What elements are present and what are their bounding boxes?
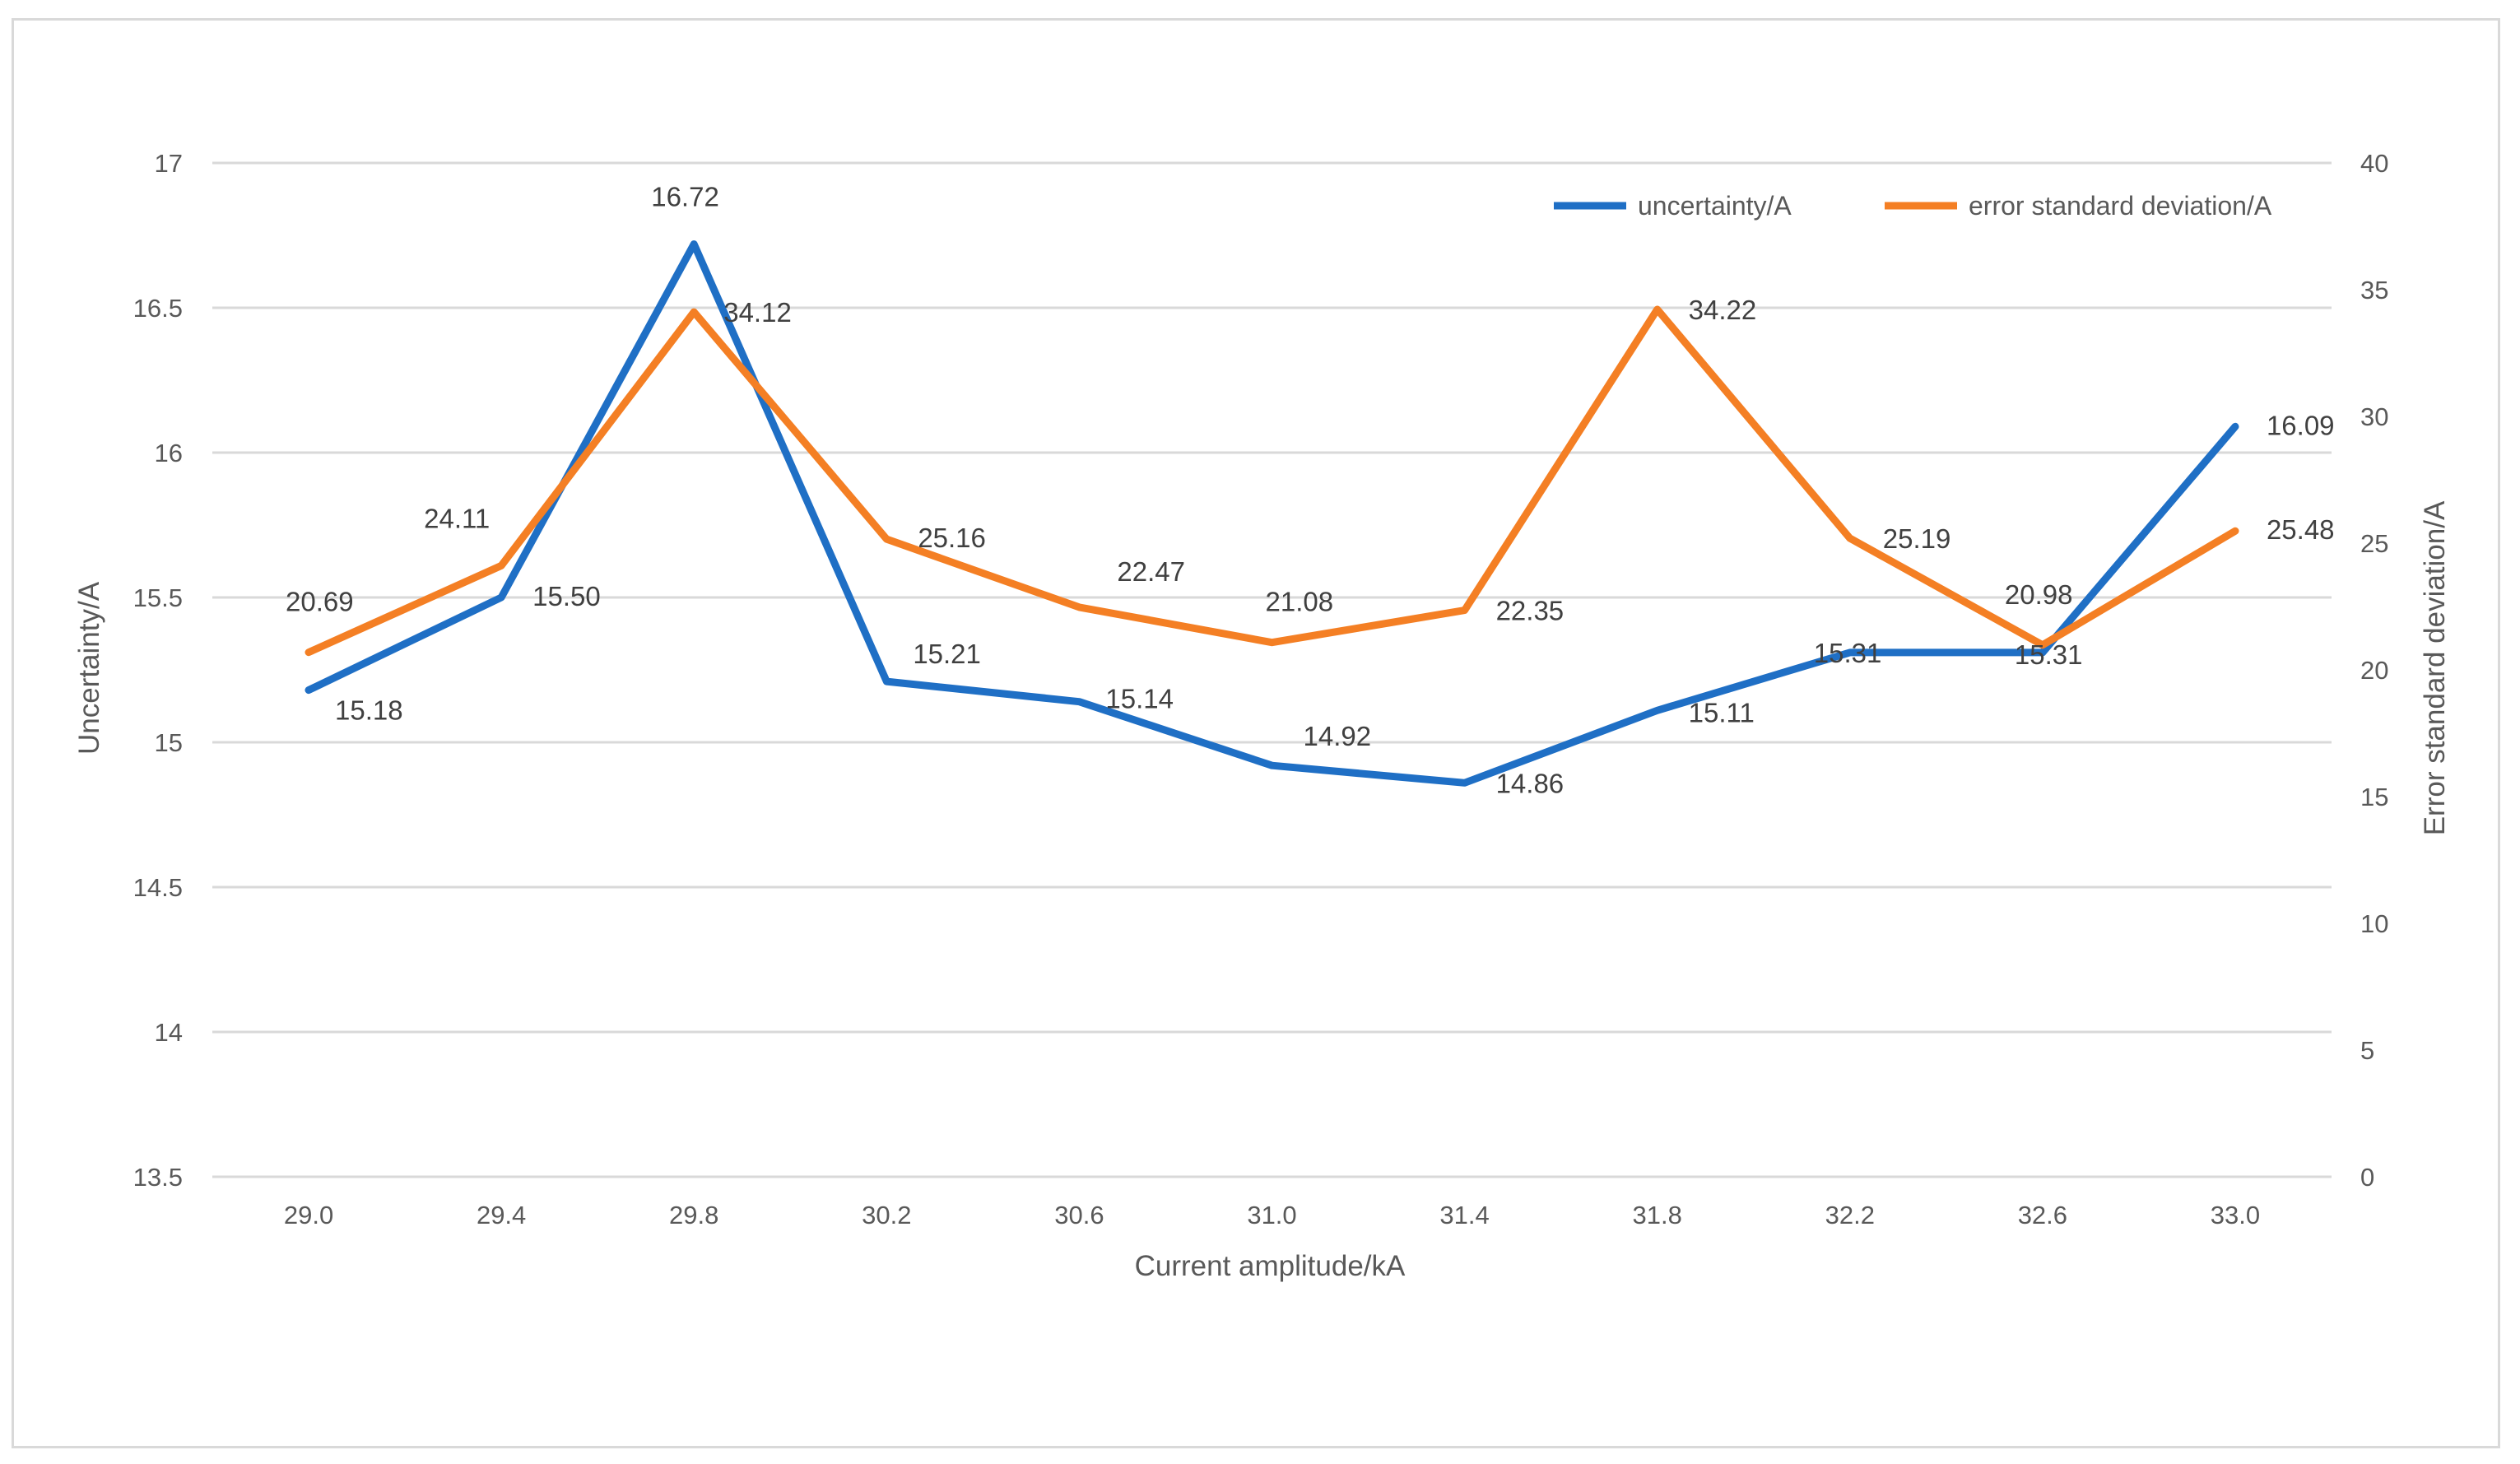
x-axis-title: Current amplitude/kA bbox=[1135, 1250, 1406, 1282]
y2-tick-label: 15 bbox=[2360, 783, 2388, 811]
data-label-uncertainty: 15.11 bbox=[1689, 697, 1755, 727]
data-label-uncertainty: 15.50 bbox=[532, 581, 601, 611]
x-tick-label: 29.0 bbox=[284, 1201, 333, 1229]
data-label-uncertainty: 16.09 bbox=[2267, 410, 2335, 440]
x-tick-label: 32.2 bbox=[1825, 1201, 1875, 1229]
x-tick-label: 29.4 bbox=[477, 1201, 526, 1229]
data-label-error-std: 20.98 bbox=[2005, 579, 2073, 610]
data-label-error-std: 22.35 bbox=[1496, 596, 1565, 626]
y-axis-left-ticks: 13.5 14 14.5 15 15.5 16 16.5 17 bbox=[133, 149, 183, 1192]
y-tick-label: 16.5 bbox=[133, 294, 183, 323]
y2-tick-label: 25 bbox=[2360, 529, 2388, 558]
x-tick-label: 30.6 bbox=[1054, 1201, 1104, 1229]
data-label-error-std: 25.16 bbox=[918, 523, 986, 553]
x-tick-label: 30.2 bbox=[862, 1201, 911, 1229]
x-tick-label: 32.6 bbox=[2018, 1201, 2067, 1229]
data-label-uncertainty: 15.18 bbox=[335, 695, 403, 726]
y2-tick-label: 30 bbox=[2360, 402, 2388, 431]
data-label-error-std: 34.22 bbox=[1689, 295, 1757, 325]
gridlines bbox=[212, 161, 2332, 1178]
y-axis-right-title: Error standard deviation/A bbox=[2419, 500, 2451, 835]
data-label-uncertainty: 15.21 bbox=[913, 639, 981, 669]
y2-tick-label: 40 bbox=[2360, 149, 2388, 178]
y-tick-label: 13.5 bbox=[133, 1163, 183, 1192]
data-label-error-std: 25.19 bbox=[1883, 523, 1951, 554]
data-label-error-std: 34.12 bbox=[723, 297, 792, 328]
y-axis-right-ticks: 0 5 10 15 20 25 30 35 40 bbox=[2360, 149, 2388, 1192]
data-label-uncertainty: 14.92 bbox=[1304, 721, 1372, 751]
x-tick-label: 33.0 bbox=[2211, 1201, 2260, 1229]
series-line-uncertainty bbox=[305, 240, 2239, 787]
legend: uncertainty/A error standard deviation/A bbox=[1554, 191, 2272, 221]
y-tick-label: 15.5 bbox=[133, 583, 183, 612]
x-axis-ticks: 29.0 29.4 29.8 30.2 30.6 31.0 31.4 31.8 32.2 32.6… bbox=[284, 1201, 2260, 1229]
y-axis-left-title: Uncertainty/A bbox=[73, 581, 105, 755]
data-labels: 15.18 15.50 16.72 15.21 15.14 14.92 14.86 15.11… bbox=[286, 182, 2335, 799]
data-label-uncertainty: 15.14 bbox=[1105, 684, 1174, 714]
y-tick-label: 14 bbox=[155, 1018, 183, 1047]
data-label-error-std: 22.47 bbox=[1117, 556, 1185, 587]
x-tick-label: 31.4 bbox=[1439, 1201, 1489, 1229]
y-tick-label: 15 bbox=[155, 728, 183, 757]
data-label-uncertainty: 15.31 bbox=[1814, 638, 1882, 668]
y2-tick-label: 20 bbox=[2360, 656, 2388, 685]
data-label-uncertainty: 14.86 bbox=[1496, 768, 1565, 798]
y2-tick-label: 35 bbox=[2360, 276, 2388, 304]
legend-label-error-std: error standard deviation/A bbox=[1969, 191, 2272, 221]
series-line-error-std bbox=[305, 305, 2239, 657]
chart-area bbox=[12, 18, 2500, 1448]
x-tick-label: 31.0 bbox=[1247, 1201, 1296, 1229]
data-label-uncertainty: 15.31 bbox=[2015, 639, 2083, 670]
y2-tick-label: 5 bbox=[2360, 1036, 2374, 1065]
data-label-error-std: 24.11 bbox=[424, 503, 490, 533]
y2-tick-label: 0 bbox=[2360, 1163, 2374, 1192]
x-tick-label: 31.8 bbox=[1633, 1201, 1682, 1229]
data-label-uncertainty: 16.72 bbox=[651, 182, 719, 212]
data-label-error-std: 20.69 bbox=[286, 587, 354, 617]
legend-label-uncertainty: uncertainty/A bbox=[1638, 191, 1792, 221]
y2-tick-label: 10 bbox=[2360, 909, 2388, 938]
data-label-error-std: 25.48 bbox=[2267, 514, 2335, 545]
x-tick-label: 29.8 bbox=[669, 1201, 718, 1229]
y-tick-label: 14.5 bbox=[133, 873, 183, 902]
data-label-error-std: 21.08 bbox=[1266, 587, 1334, 617]
series-lines bbox=[305, 240, 2239, 787]
y-tick-label: 16 bbox=[155, 439, 183, 467]
y-tick-label: 17 bbox=[155, 149, 183, 178]
